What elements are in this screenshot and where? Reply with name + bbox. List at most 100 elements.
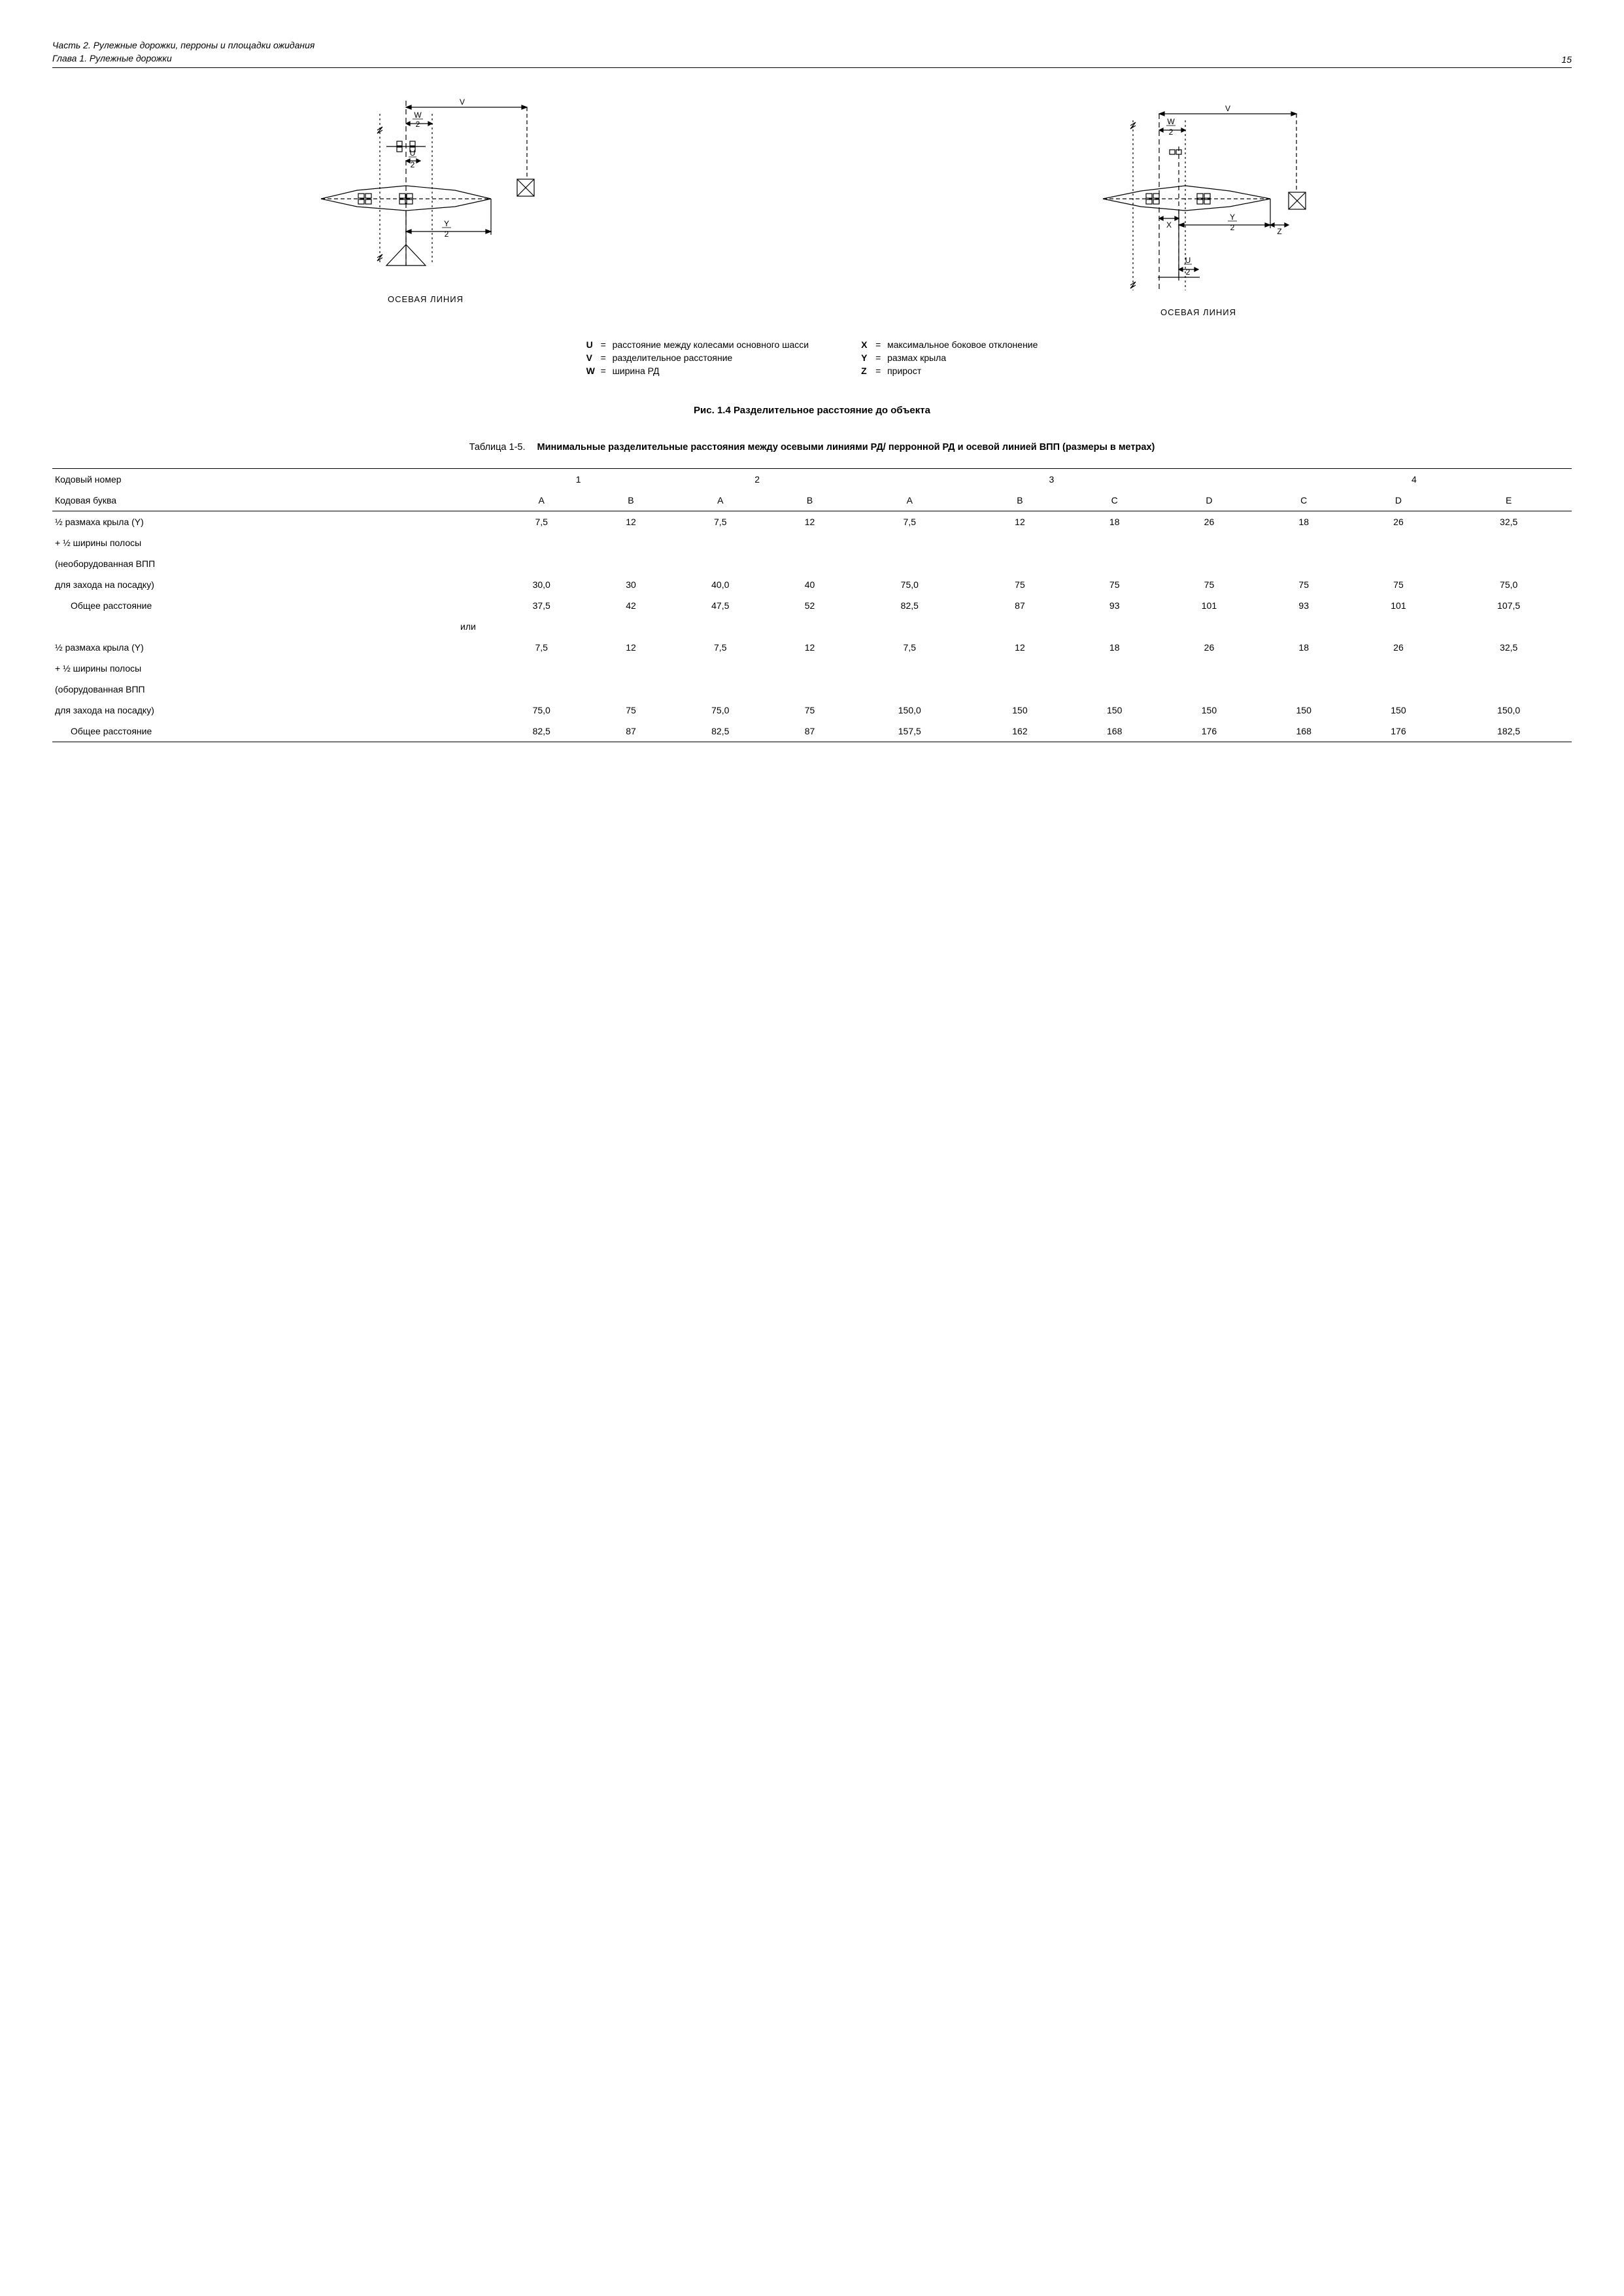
cell: 18 (1067, 511, 1162, 533)
cell: 82,5 (489, 721, 594, 742)
cell: 12 (973, 511, 1068, 533)
label-w-den: 2 (416, 120, 420, 129)
cell: 150,0 (1446, 700, 1572, 721)
table-row: Общее расстояние37,54247,55282,587931019… (52, 595, 1572, 616)
row-label: ½ размаха крыла (Y) (52, 637, 489, 658)
label-v-r: V (1225, 104, 1230, 113)
cell: 30 (594, 574, 668, 595)
table-title-label: Таблица 1-5. (469, 442, 526, 453)
cell: 75 (773, 700, 847, 721)
cell: 150 (1351, 700, 1446, 721)
code-letter: B (594, 490, 668, 511)
diagram-right-caption: ОСЕВАЯ ЛИНИЯ (1081, 307, 1316, 317)
cell: 7,5 (847, 511, 973, 533)
cell: 52 (773, 595, 847, 616)
legend-x: максимальное боковое отклонение (887, 339, 1038, 350)
figure-title: Рис. 1.4 Разделительное расстояние до об… (52, 405, 1572, 416)
cell: 101 (1351, 595, 1446, 616)
cell: 150 (973, 700, 1068, 721)
cell: 18 (1257, 637, 1351, 658)
cell: 7,5 (489, 511, 594, 533)
code-letter: A (668, 490, 773, 511)
cell: 75,0 (489, 700, 594, 721)
cell: 7,5 (668, 637, 773, 658)
cell: 182,5 (1446, 721, 1572, 742)
cell: 82,5 (847, 595, 973, 616)
cell: 12 (773, 511, 847, 533)
legend: U=расстояние между колесами основного ша… (52, 337, 1572, 379)
label-y-den: 2 (445, 230, 449, 239)
cell: 7,5 (668, 511, 773, 533)
cell: 37,5 (489, 595, 594, 616)
label-u-r-den: 2 (1186, 267, 1191, 277)
code-letter: B (773, 490, 847, 511)
row-label: (необорудованная ВПП (52, 553, 489, 574)
data-table: Кодовый номер1234Кодовая букваABABABCDCD… (52, 468, 1572, 742)
cell: 101 (1162, 595, 1257, 616)
table-row: для захода на посадку)75,07575,075150,01… (52, 700, 1572, 721)
row-label: + ½ ширины полосы (52, 658, 489, 679)
label-w-r: W (1167, 117, 1175, 126)
cell: 42 (594, 595, 668, 616)
code-letter-label: Кодовая буква (52, 490, 489, 511)
label-u-den: 2 (411, 160, 415, 169)
label-y-r-den: 2 (1230, 223, 1235, 232)
label-y: Y (444, 219, 449, 228)
row-code-number: Кодовый номер1234 (52, 469, 1572, 490)
row-label: Общее расстояние (52, 721, 489, 742)
code-number: 3 (847, 469, 1257, 490)
diagram-left-caption: ОСЕВАЯ ЛИНИЯ (308, 294, 543, 304)
table-row: Общее расстояние82,58782,587157,51621681… (52, 721, 1572, 742)
cell: 26 (1162, 637, 1257, 658)
legend-right: X=максимальное боковое отклонение Y=разм… (861, 337, 1038, 379)
cell: 75 (1067, 574, 1162, 595)
table-row: ½ размаха крыла (Y)7,5127,5127,512182618… (52, 637, 1572, 658)
header-line-2: Глава 1. Рулежные дорожки (52, 52, 314, 65)
cell: 30,0 (489, 574, 594, 595)
code-letter: D (1351, 490, 1446, 511)
cell: 168 (1067, 721, 1162, 742)
cell: 150,0 (847, 700, 973, 721)
diagram-left: V W 2 U 2 (308, 94, 543, 317)
cell: 87 (973, 595, 1068, 616)
page-number: 15 (1561, 54, 1572, 65)
diagram-right: V W 2 (1081, 94, 1316, 317)
code-number: 2 (668, 469, 847, 490)
cell: 150 (1257, 700, 1351, 721)
row-code-letter: Кодовая букваABABABCDCDE (52, 490, 1572, 511)
label-v: V (460, 97, 465, 107)
table-title: Таблица 1-5. Минимальные разделительные … (52, 442, 1572, 453)
cell: 26 (1162, 511, 1257, 533)
table-row: + ½ ширины полосы (52, 532, 1572, 553)
cell: 150 (1067, 700, 1162, 721)
cell: 32,5 (1446, 511, 1572, 533)
row-label: ½ размаха крыла (Y) (52, 511, 489, 533)
label-w: W (414, 111, 422, 120)
cell: 75 (594, 700, 668, 721)
diagram-left-svg: V W 2 U 2 (308, 94, 543, 290)
cell: 12 (773, 637, 847, 658)
row-label: для захода на посадку) (52, 700, 489, 721)
row-or: или (52, 616, 1572, 637)
cell: 75 (1351, 574, 1446, 595)
cell: 12 (973, 637, 1068, 658)
code-letter: B (973, 490, 1068, 511)
code-letter: E (1446, 490, 1572, 511)
code-number: 1 (489, 469, 668, 490)
cell: 87 (594, 721, 668, 742)
cell: 18 (1257, 511, 1351, 533)
label-x: X (1166, 220, 1172, 230)
label-y-r: Y (1230, 213, 1235, 222)
table-title-text: Минимальные разделительные расстояния ме… (537, 442, 1155, 453)
legend-u: расстояние между колесами основного шасс… (613, 339, 809, 350)
cell: 32,5 (1446, 637, 1572, 658)
code-number-label: Кодовый номер (52, 469, 489, 490)
cell: 18 (1067, 637, 1162, 658)
cell: 26 (1351, 637, 1446, 658)
cell: 93 (1067, 595, 1162, 616)
label-w-r-den: 2 (1169, 128, 1174, 137)
cell: 47,5 (668, 595, 773, 616)
figure-diagrams: V W 2 U 2 (52, 94, 1572, 317)
label-u: U (410, 148, 416, 158)
cell: 75,0 (668, 700, 773, 721)
